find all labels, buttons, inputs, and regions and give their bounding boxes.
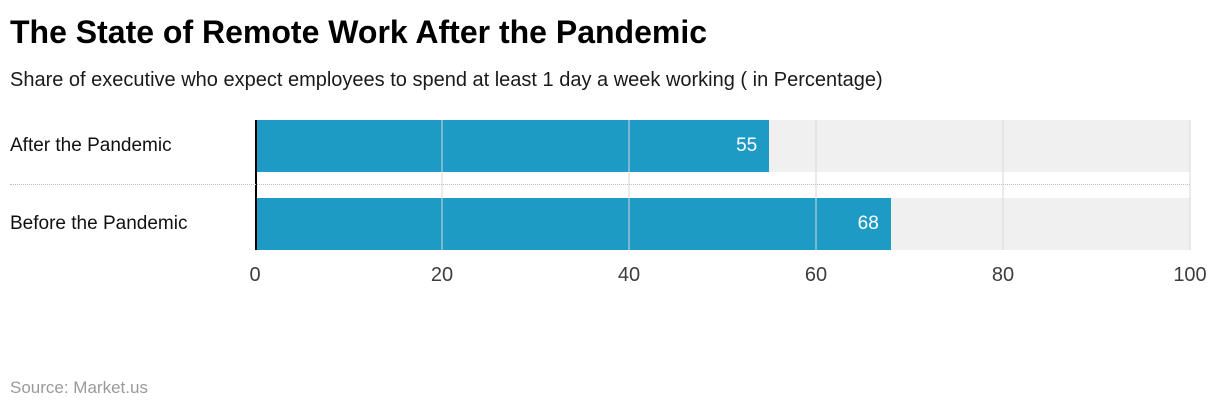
chart-rows: After the Pandemic 55 Before the Pandemic 6… bbox=[10, 120, 1190, 250]
bar-value-label: 68 bbox=[857, 213, 879, 234]
bar: 68 bbox=[255, 198, 891, 250]
bar-row: Before the Pandemic 68 bbox=[10, 198, 1190, 250]
bar-chart: After the Pandemic 55 Before the Pandemic 6… bbox=[10, 120, 1207, 296]
x-tick-label: 0 bbox=[249, 264, 261, 286]
bar-track: 68 bbox=[255, 198, 1190, 250]
category-label: Before the Pandemic bbox=[10, 213, 188, 234]
x-tick-label: 100 bbox=[1173, 264, 1207, 286]
bar: 55 bbox=[255, 120, 770, 172]
category-label: After the Pandemic bbox=[10, 135, 172, 156]
chart-subtitle: Share of executive who expect employees … bbox=[10, 69, 883, 91]
bar-value-label: 55 bbox=[736, 135, 758, 156]
x-axis-ticks: 0 20 40 60 80 100 bbox=[249, 250, 1206, 296]
x-tick-label: 20 bbox=[430, 264, 454, 286]
x-tick-label: 40 bbox=[617, 264, 641, 286]
bar-row: After the Pandemic 55 bbox=[10, 120, 1190, 172]
chart-title: The State of Remote Work After the Pande… bbox=[10, 14, 708, 50]
x-tick-label: 80 bbox=[991, 264, 1015, 286]
source-note: Source: Market.us bbox=[10, 378, 148, 397]
bar-track: 55 bbox=[255, 120, 1190, 172]
x-tick-label: 60 bbox=[804, 264, 828, 286]
